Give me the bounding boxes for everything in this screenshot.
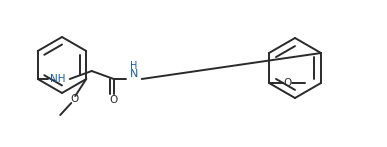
Text: NH: NH [50, 74, 65, 84]
Text: O: O [70, 94, 79, 104]
Text: N: N [130, 69, 138, 79]
Text: O: O [110, 95, 118, 105]
Text: H: H [130, 61, 137, 71]
Text: O: O [283, 78, 291, 88]
